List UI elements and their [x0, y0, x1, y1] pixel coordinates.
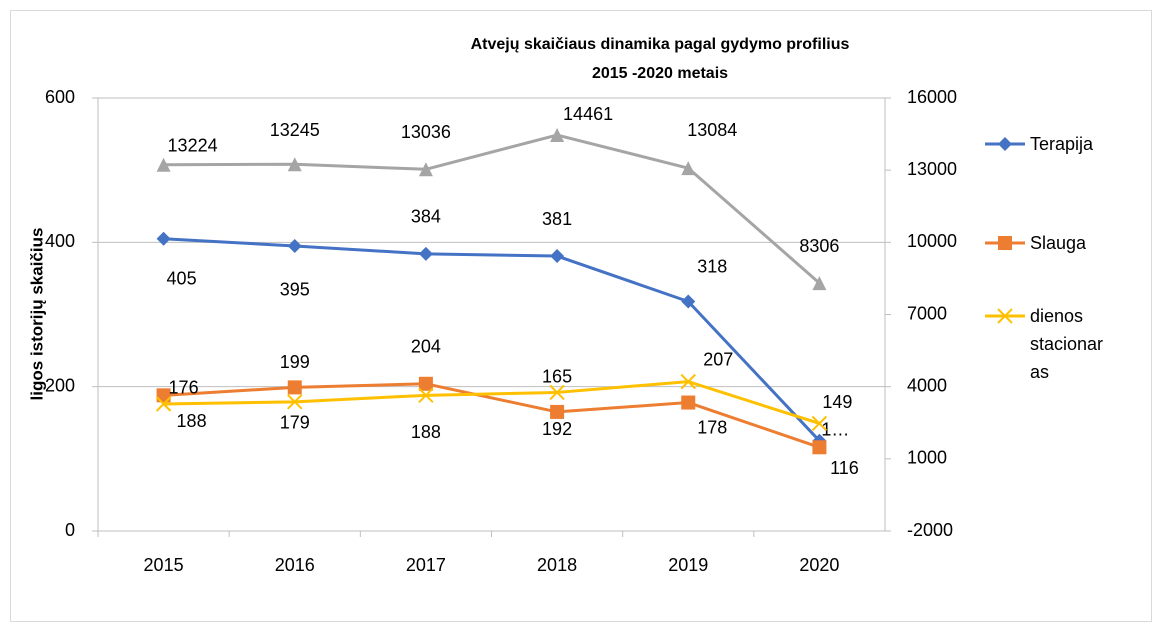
legend-entry: dienos stacionaras — [1030, 306, 1104, 382]
marker — [681, 161, 696, 176]
series-line — [163, 237, 821, 442]
legend-entry: Slauga — [1030, 233, 1087, 253]
y2-tick-label: 13000 — [907, 159, 957, 179]
data-label: 188 — [177, 411, 207, 431]
x-tick-label: 2020 — [799, 555, 839, 575]
marker — [418, 376, 433, 391]
marker — [418, 162, 433, 177]
data-label: 179 — [280, 413, 310, 433]
x-tick-label: 2015 — [144, 555, 184, 575]
marker — [418, 246, 433, 261]
marker — [812, 276, 827, 291]
y-tick-label: 600 — [45, 87, 75, 107]
data-label: 405 — [167, 268, 197, 288]
marker — [287, 157, 302, 172]
series-line — [163, 133, 821, 285]
data-label: 192 — [542, 419, 572, 439]
data-label: 395 — [280, 280, 310, 300]
y2-tick-label: 10000 — [907, 231, 957, 251]
legend-label: Terapija — [1030, 134, 1094, 154]
marker — [155, 396, 172, 412]
marker — [156, 157, 171, 172]
data-label: 8306 — [799, 236, 839, 256]
data-label: 116 — [830, 458, 859, 478]
data-label: 13245 — [270, 120, 320, 140]
x-tick-label: 2019 — [668, 555, 708, 575]
marker — [681, 294, 696, 309]
y2-tick-label: -2000 — [907, 520, 953, 540]
data-label: 1… — [821, 420, 849, 440]
y2-tick-label: 4000 — [907, 375, 947, 395]
y2-tick-label: 7000 — [907, 303, 947, 323]
data-label: 199 — [280, 352, 310, 372]
marker — [156, 231, 171, 246]
y-tick-label: 200 — [45, 375, 75, 395]
marker — [998, 236, 1012, 250]
data-label: 13084 — [687, 120, 737, 140]
marker — [156, 388, 171, 403]
marker — [287, 238, 302, 253]
marker — [997, 308, 1013, 324]
marker — [550, 128, 565, 143]
x-tick-label: 2016 — [275, 555, 315, 575]
marker — [812, 440, 827, 455]
marker — [287, 380, 302, 395]
series-line — [163, 380, 820, 425]
marker — [680, 373, 696, 390]
data-label: 13224 — [168, 136, 218, 156]
data-label: 149 — [822, 392, 852, 412]
marker — [998, 137, 1012, 151]
y-tick-label: 400 — [45, 231, 75, 251]
data-label: 384 — [411, 207, 441, 227]
legend-label: Slauga — [1030, 233, 1087, 253]
marker — [550, 404, 565, 419]
marker — [418, 387, 434, 404]
data-label: 176 — [169, 378, 199, 398]
data-label: 381 — [542, 209, 572, 229]
chart-subtitle: 2015 -2020 metais — [592, 65, 728, 82]
x-tick-label: 2018 — [537, 555, 577, 575]
chart-title: Atvejų skaičiaus dinamika pagal gydymo p… — [471, 36, 850, 53]
data-label: 188 — [411, 422, 441, 442]
x-tick-label: 2017 — [406, 555, 446, 575]
y2-tick-label: 16000 — [907, 87, 957, 107]
y2-tick-label: 1000 — [907, 448, 947, 468]
chart-border — [10, 10, 1152, 622]
data-label: 165 — [542, 367, 572, 387]
legend-entry: Terapija — [1030, 134, 1094, 154]
series-line — [163, 382, 820, 449]
data-label: 318 — [697, 256, 727, 276]
data-label: 204 — [411, 337, 441, 357]
marker — [549, 384, 565, 401]
marker — [811, 415, 828, 432]
data-label: 13036 — [401, 122, 451, 142]
marker — [681, 395, 696, 410]
y-tick-label: 0 — [65, 520, 75, 540]
data-label: 14461 — [563, 104, 613, 124]
data-label: 178 — [697, 417, 727, 437]
marker — [550, 249, 565, 264]
marker — [287, 394, 303, 410]
y-axis-label: ligos istorijų skaičius — [27, 228, 46, 401]
data-label: 207 — [703, 349, 733, 369]
legend-label: dienos stacionaras — [1030, 306, 1104, 382]
